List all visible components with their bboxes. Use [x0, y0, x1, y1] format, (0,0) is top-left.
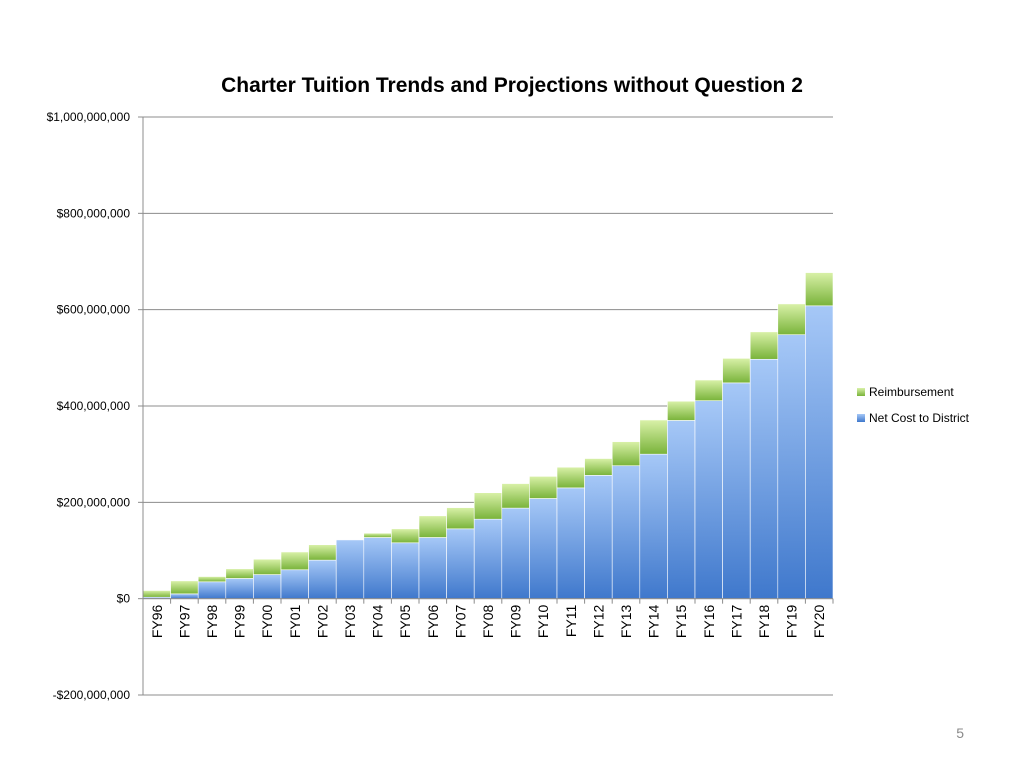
x-tick-label: FY08 [480, 604, 496, 638]
x-tick-label: FY17 [728, 604, 744, 638]
x-tick-label: FY14 [646, 604, 662, 638]
bar-reimbursement-fy01 [280, 551, 309, 571]
x-tick-label: FY03 [342, 604, 358, 638]
bars [142, 272, 834, 599]
x-tick-label: FY01 [287, 604, 303, 638]
bar-net-cost-fy01 [280, 569, 309, 599]
y-tick-label: $400,000,000 [57, 399, 131, 413]
legend-swatch-reimbursement [857, 388, 865, 396]
y-axis-tick-labels: -$200,000,000 $0 $200,000,000 $400,000,000 $… [47, 110, 131, 702]
y-tick-label: -$200,000,000 [53, 688, 131, 702]
bar-net-cost-fy05 [391, 542, 420, 599]
bar-reimbursement-fy04 [363, 532, 392, 538]
bar-net-cost-fy12 [584, 475, 613, 599]
chart-title: Charter Tuition Trends and Projections w… [221, 74, 803, 97]
y-tick-label: $0 [117, 592, 131, 606]
bar-reimbursement-fy08 [473, 492, 503, 520]
bar-reimbursement-fy16 [694, 379, 723, 402]
bar-net-cost-fy11 [556, 487, 585, 599]
axes [138, 116, 834, 696]
bar-reimbursement-fy15 [667, 400, 696, 421]
bar-reimbursement-fy10 [529, 476, 558, 499]
bar-net-cost-fy20 [805, 305, 834, 599]
x-tick-label: FY09 [508, 604, 524, 638]
bar-reimbursement-fy19 [777, 303, 806, 336]
legend-label-net-cost: Net Cost to District [869, 411, 970, 425]
bar-net-cost-fy18 [749, 358, 779, 599]
x-tick-label: FY20 [811, 604, 827, 638]
bar-reimbursement-fy11 [556, 466, 585, 489]
bar-net-cost-fy07 [446, 528, 475, 599]
x-tick-label: FY07 [452, 604, 468, 638]
bar-net-cost-fy13 [611, 465, 641, 599]
bar-net-cost-fy06 [418, 537, 447, 599]
bar-reimbursement-fy09 [501, 483, 530, 509]
bar-reimbursement-fy05 [391, 528, 420, 544]
bar-net-cost-fy09 [501, 507, 530, 599]
x-axis-tick-labels: FY96 FY97 FY98 FY99 FY00 FY01 FY02 FY03 FY04 FY05… [149, 604, 827, 638]
x-tick-label: FY02 [314, 604, 330, 638]
x-tick-label: FY96 [149, 604, 165, 638]
x-tick-label: FY98 [204, 604, 220, 638]
bar-reimbursement-fy17 [722, 358, 751, 384]
bar-net-cost-fy04 [363, 537, 392, 599]
bar-reimbursement-fy20 [805, 272, 834, 307]
bar-reimbursement-fy96 [142, 590, 171, 598]
y-tick-label: $1,000,000,000 [47, 110, 131, 124]
x-tick-label: FY16 [701, 604, 717, 638]
bar-net-cost-fy16 [694, 400, 723, 599]
x-tick-label: FY06 [425, 604, 441, 638]
bar-reimbursement-fy12 [584, 458, 613, 476]
y-tick-label: $800,000,000 [57, 206, 131, 220]
x-tick-label: FY19 [784, 604, 800, 638]
bar-reimbursement-fy97 [170, 580, 199, 595]
legend: Reimbursement Net Cost to District [857, 385, 970, 425]
bar-reimbursement-fy02 [308, 544, 337, 561]
x-tick-label: FY15 [673, 604, 689, 638]
page-number: 5 [956, 725, 964, 741]
x-tick-label: FY18 [756, 604, 772, 638]
bar-net-cost-fy15 [667, 420, 696, 599]
bar-reimbursement-fy99 [225, 568, 254, 579]
bar-reimbursement-fy18 [749, 331, 779, 360]
bar-net-cost-fy98 [197, 581, 227, 599]
x-tick-label: FY11 [563, 604, 579, 637]
bar-net-cost-fy99 [225, 578, 254, 599]
bar-net-cost-fy08 [473, 518, 503, 599]
bar-net-cost-fy14 [639, 453, 668, 599]
bar-net-cost-fy03 [335, 539, 365, 599]
legend-swatch-net-cost [857, 414, 865, 422]
bar-net-cost-fy10 [529, 498, 558, 599]
bar-net-cost-fy19 [777, 334, 806, 599]
bar-net-cost-fy17 [722, 382, 751, 599]
x-tick-label: FY05 [397, 604, 413, 638]
x-tick-label: FY10 [535, 604, 551, 638]
bar-reimbursement-fy06 [418, 515, 447, 538]
bar-reimbursement-fy14 [639, 419, 668, 455]
x-tick-label: FY04 [370, 604, 386, 638]
bar-reimbursement-fy00 [253, 558, 282, 575]
bar-reimbursement-fy13 [611, 441, 641, 467]
x-tick-label: FY13 [618, 604, 634, 638]
bar-reimbursement-fy98 [197, 576, 227, 583]
y-tick-label: $200,000,000 [57, 495, 131, 509]
bar-net-cost-fy00 [253, 574, 282, 599]
y-tick-label: $600,000,000 [57, 303, 131, 317]
legend-label-reimbursement: Reimbursement [869, 385, 954, 399]
x-tick-label: FY99 [232, 604, 248, 638]
bar-net-cost-fy97 [170, 593, 199, 599]
x-tick-label: FY00 [259, 604, 275, 638]
x-tick-label: FY12 [590, 604, 606, 638]
bar-net-cost-fy02 [308, 559, 337, 599]
bar-reimbursement-fy07 [446, 507, 475, 530]
x-tick-label: FY97 [176, 604, 192, 638]
